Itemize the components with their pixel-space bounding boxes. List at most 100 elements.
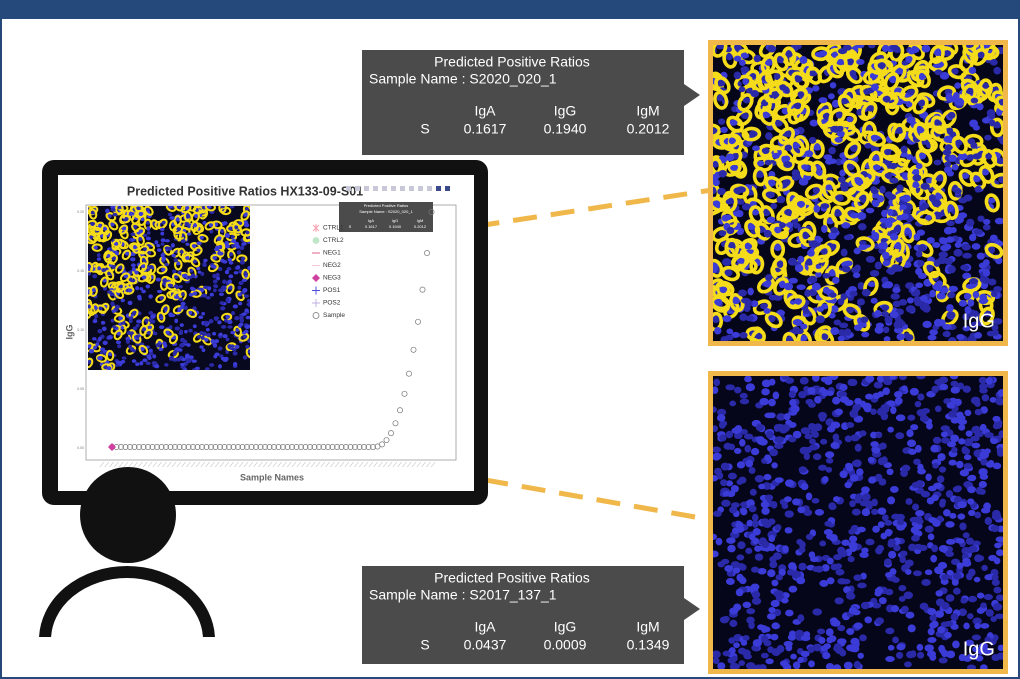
nucleus xyxy=(175,326,180,330)
nucleus xyxy=(749,467,756,474)
nucleus xyxy=(809,444,818,450)
nucleus xyxy=(830,504,837,510)
nucleus xyxy=(904,661,912,667)
nucleus xyxy=(933,437,941,444)
nucleus xyxy=(875,310,882,316)
nucleus xyxy=(178,348,183,351)
nucleus xyxy=(160,232,164,236)
nucleus xyxy=(906,102,912,108)
nucleus xyxy=(787,569,794,576)
nucleus xyxy=(967,498,974,504)
nucleus xyxy=(944,621,953,627)
nucleus xyxy=(896,333,905,340)
nucleus xyxy=(937,293,946,300)
nucleus xyxy=(135,335,140,339)
nucleus xyxy=(931,495,939,502)
nucleus xyxy=(220,259,225,263)
nucleus xyxy=(930,555,937,563)
nucleus xyxy=(789,278,798,284)
nucleus xyxy=(914,234,920,241)
nucleus xyxy=(227,320,232,325)
nucleus xyxy=(777,196,786,203)
nucleus xyxy=(815,509,824,516)
nucleus xyxy=(812,608,822,615)
nucleus xyxy=(821,249,828,255)
nucleus xyxy=(946,490,953,498)
nucleus xyxy=(246,316,251,320)
nucleus xyxy=(122,356,127,359)
nucleus xyxy=(922,321,931,328)
nucleus xyxy=(821,225,828,233)
nucleus xyxy=(161,221,165,225)
nucleus xyxy=(962,253,972,259)
nucleus xyxy=(789,586,798,593)
nucleus xyxy=(810,120,819,127)
nucleus xyxy=(128,301,133,305)
nucleus xyxy=(108,335,113,339)
nucleus xyxy=(888,551,896,559)
nucleus xyxy=(963,623,969,630)
nucleus xyxy=(115,305,120,309)
nucleus xyxy=(829,534,837,542)
nucleus xyxy=(846,464,853,472)
nucleus xyxy=(824,376,831,382)
nucleus xyxy=(942,324,951,330)
nucleus xyxy=(203,321,208,325)
nucleus xyxy=(875,262,882,270)
nucleus xyxy=(785,145,793,151)
nucleus xyxy=(775,477,784,483)
nucleus xyxy=(108,214,112,218)
nucleus xyxy=(848,379,857,386)
nucleus xyxy=(937,626,945,633)
nucleus xyxy=(756,424,764,432)
nucleus xyxy=(804,434,812,440)
nucleus xyxy=(902,213,909,219)
toolbar-icon xyxy=(418,186,423,191)
nucleus xyxy=(846,628,854,634)
nucleus xyxy=(854,398,862,405)
nucleus xyxy=(723,491,731,497)
nucleus xyxy=(861,332,869,338)
nucleus xyxy=(222,334,227,338)
nucleus xyxy=(744,445,751,453)
nucleus xyxy=(181,358,186,361)
nucleus xyxy=(229,261,234,265)
nucleus xyxy=(181,292,185,296)
nucleus xyxy=(943,509,951,516)
nucleus xyxy=(951,387,960,394)
nucleus xyxy=(848,556,855,562)
nucleus xyxy=(981,565,988,571)
nucleus xyxy=(771,462,777,468)
nucleus xyxy=(207,286,211,290)
nucleus xyxy=(924,644,934,651)
nucleus xyxy=(868,476,876,483)
nucleus xyxy=(214,284,218,288)
nucleus xyxy=(934,259,941,267)
nucleus xyxy=(160,228,164,231)
nucleus xyxy=(858,653,864,659)
nucleus xyxy=(792,498,800,505)
nucleus xyxy=(835,409,843,416)
nucleus xyxy=(853,459,862,467)
nucleus xyxy=(108,352,112,356)
nucleus xyxy=(910,650,916,657)
nucleus xyxy=(882,387,889,395)
toolbar-icon xyxy=(346,186,351,191)
nucleus xyxy=(751,567,759,573)
nucleus xyxy=(848,542,857,549)
nucleus xyxy=(946,220,954,226)
nucleus xyxy=(785,479,794,487)
nucleus xyxy=(112,213,117,217)
nucleus xyxy=(736,554,744,560)
tooltip-sample: Sample Name : S2017_137_1 xyxy=(369,587,557,603)
nucleus xyxy=(833,434,840,441)
nucleus xyxy=(243,355,248,359)
nucleus xyxy=(992,513,1001,520)
nucleus xyxy=(761,507,769,515)
tooltip-column: IgM xyxy=(636,103,659,119)
nucleus xyxy=(735,522,743,528)
nucleus xyxy=(160,243,164,246)
nucleus xyxy=(234,345,239,349)
nucleus xyxy=(242,242,247,246)
nucleus xyxy=(773,392,780,400)
